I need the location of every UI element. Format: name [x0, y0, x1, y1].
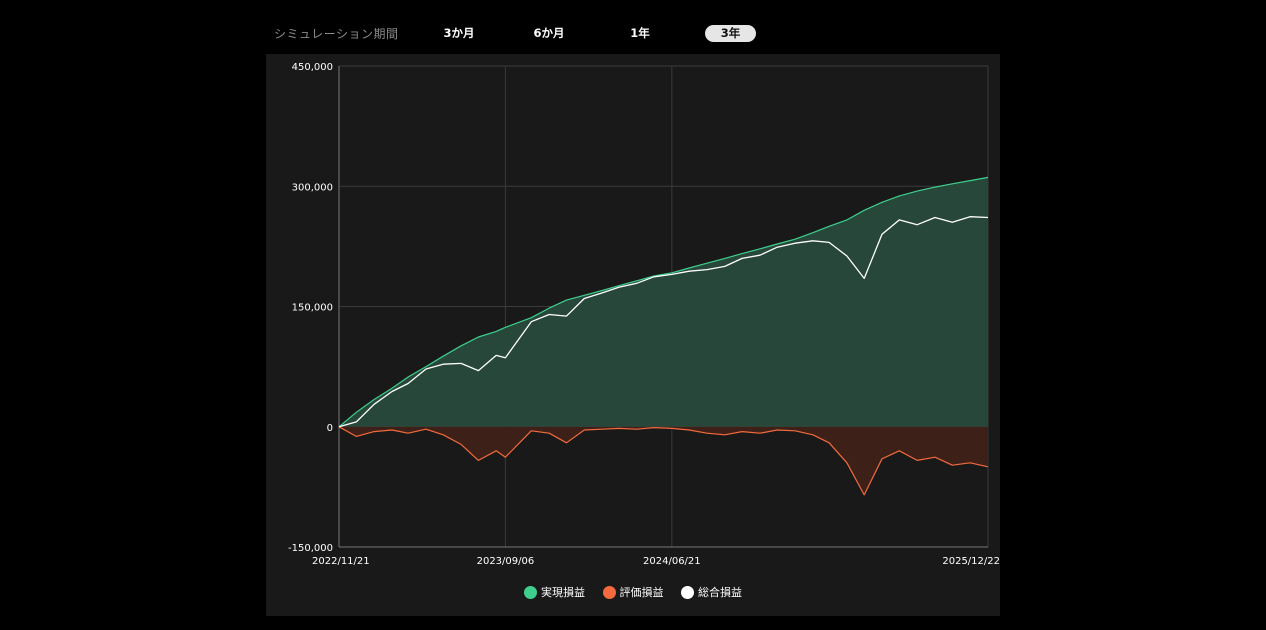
x-tick-label: 2024/06/21: [643, 556, 701, 567]
period-selector: シミュレーション期間 3か月 6か月 1年 3年: [274, 22, 794, 46]
period-label: シミュレーション期間: [274, 27, 399, 41]
y-tick-label: 300,000: [292, 182, 333, 193]
chart-panel: -150,000 0 150,000 300,000 450,000 2022/11/21…: [266, 54, 1000, 616]
y-tick-label: 0: [327, 423, 333, 434]
period-button-3m[interactable]: 3か月: [443, 26, 475, 40]
legend-dot-unrealized: [602, 586, 616, 599]
y-tick-label: 150,000: [292, 303, 333, 314]
legend-item-unrealized[interactable]: 評価損益: [602, 584, 664, 600]
x-tick-label: 2025/12/22: [942, 556, 1000, 567]
y-tick-label: -150,000: [288, 543, 333, 554]
legend-item-total[interactable]: 総合損益: [681, 584, 742, 600]
unrealized-line: [338, 426, 989, 496]
realized-area: [339, 177, 988, 427]
profit-chart: -150,000 0 150,000 300,000 450,000 2022/11/21…: [288, 62, 1000, 567]
legend-label-realized: 実現損益: [541, 586, 585, 599]
total-line: [338, 216, 989, 428]
period-button-3y[interactable]: 3年: [705, 25, 756, 42]
legend-dot-realized: [524, 586, 537, 599]
x-tick-label: 2022/11/21: [312, 556, 370, 567]
legend-item-realized[interactable]: 実現損益: [524, 584, 585, 600]
period-button-6m[interactable]: 6か月: [533, 26, 565, 40]
realized-line: [338, 176, 989, 428]
legend-dot-total: [681, 586, 694, 599]
chart-legend: 実現損益 評価損益 総合損益: [266, 584, 1000, 600]
legend-label-total: 総合損益: [698, 586, 742, 599]
x-tick-label: 2023/09/06: [477, 556, 535, 567]
y-tick-label: 450,000: [292, 62, 333, 73]
unrealized-area: [339, 426, 988, 495]
legend-label-unrealized: 評価損益: [619, 586, 664, 599]
period-button-1y[interactable]: 1年: [630, 26, 650, 40]
